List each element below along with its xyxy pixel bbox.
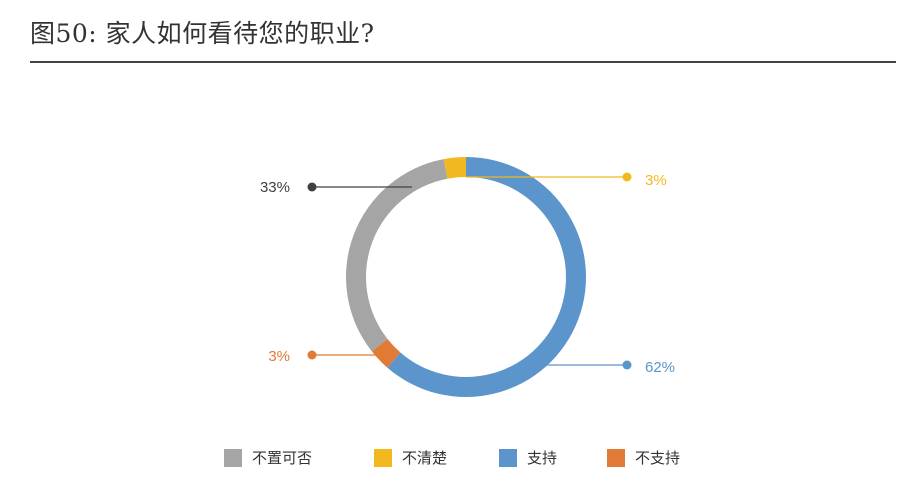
legend-item-undecided: 不置可否 [224, 447, 312, 468]
data-label-undecided: 33% [260, 179, 290, 196]
legend-swatch-unclear [374, 448, 392, 467]
slice-support [387, 157, 586, 397]
slice-oppose [371, 339, 401, 368]
data-label-unclear: 3% [645, 172, 667, 189]
donut-slices [346, 157, 586, 397]
data-label-support: 62% [645, 359, 675, 376]
data-labels: 33% 3% 62% 3% [260, 172, 675, 376]
legend-item-unclear: 不清楚 [374, 447, 447, 468]
leader-dot-support [622, 360, 632, 370]
legend-label-support: 支持 [527, 449, 558, 467]
leader-dot-undecided [307, 182, 317, 192]
leader-dot-oppose [307, 350, 317, 360]
legend-label-unclear: 不清楚 [402, 449, 448, 467]
legend-label-oppose: 不支持 [635, 449, 681, 467]
chart-title: 图50: 家人如何看待您的职业? [30, 19, 375, 48]
legend-item-oppose: 不支持 [607, 447, 680, 468]
leader-dot-unclear [622, 172, 632, 182]
legend-item-support: 支持 [499, 447, 557, 468]
legend-swatch-oppose [607, 448, 625, 467]
slice-undecided [346, 159, 448, 352]
slice-unclear [443, 157, 466, 179]
legend-label-undecided: 不置可否 [252, 449, 313, 467]
legend: 不置可否 不清楚 支持 不支持 [0, 447, 923, 471]
data-label-oppose: 3% [268, 348, 290, 365]
donut-chart: 33% 3% 62% 3% [260, 157, 675, 397]
legend-swatch-support [499, 448, 517, 467]
leader-lines [307, 172, 632, 370]
title-divider [30, 61, 896, 63]
legend-swatch-undecided [224, 448, 242, 467]
